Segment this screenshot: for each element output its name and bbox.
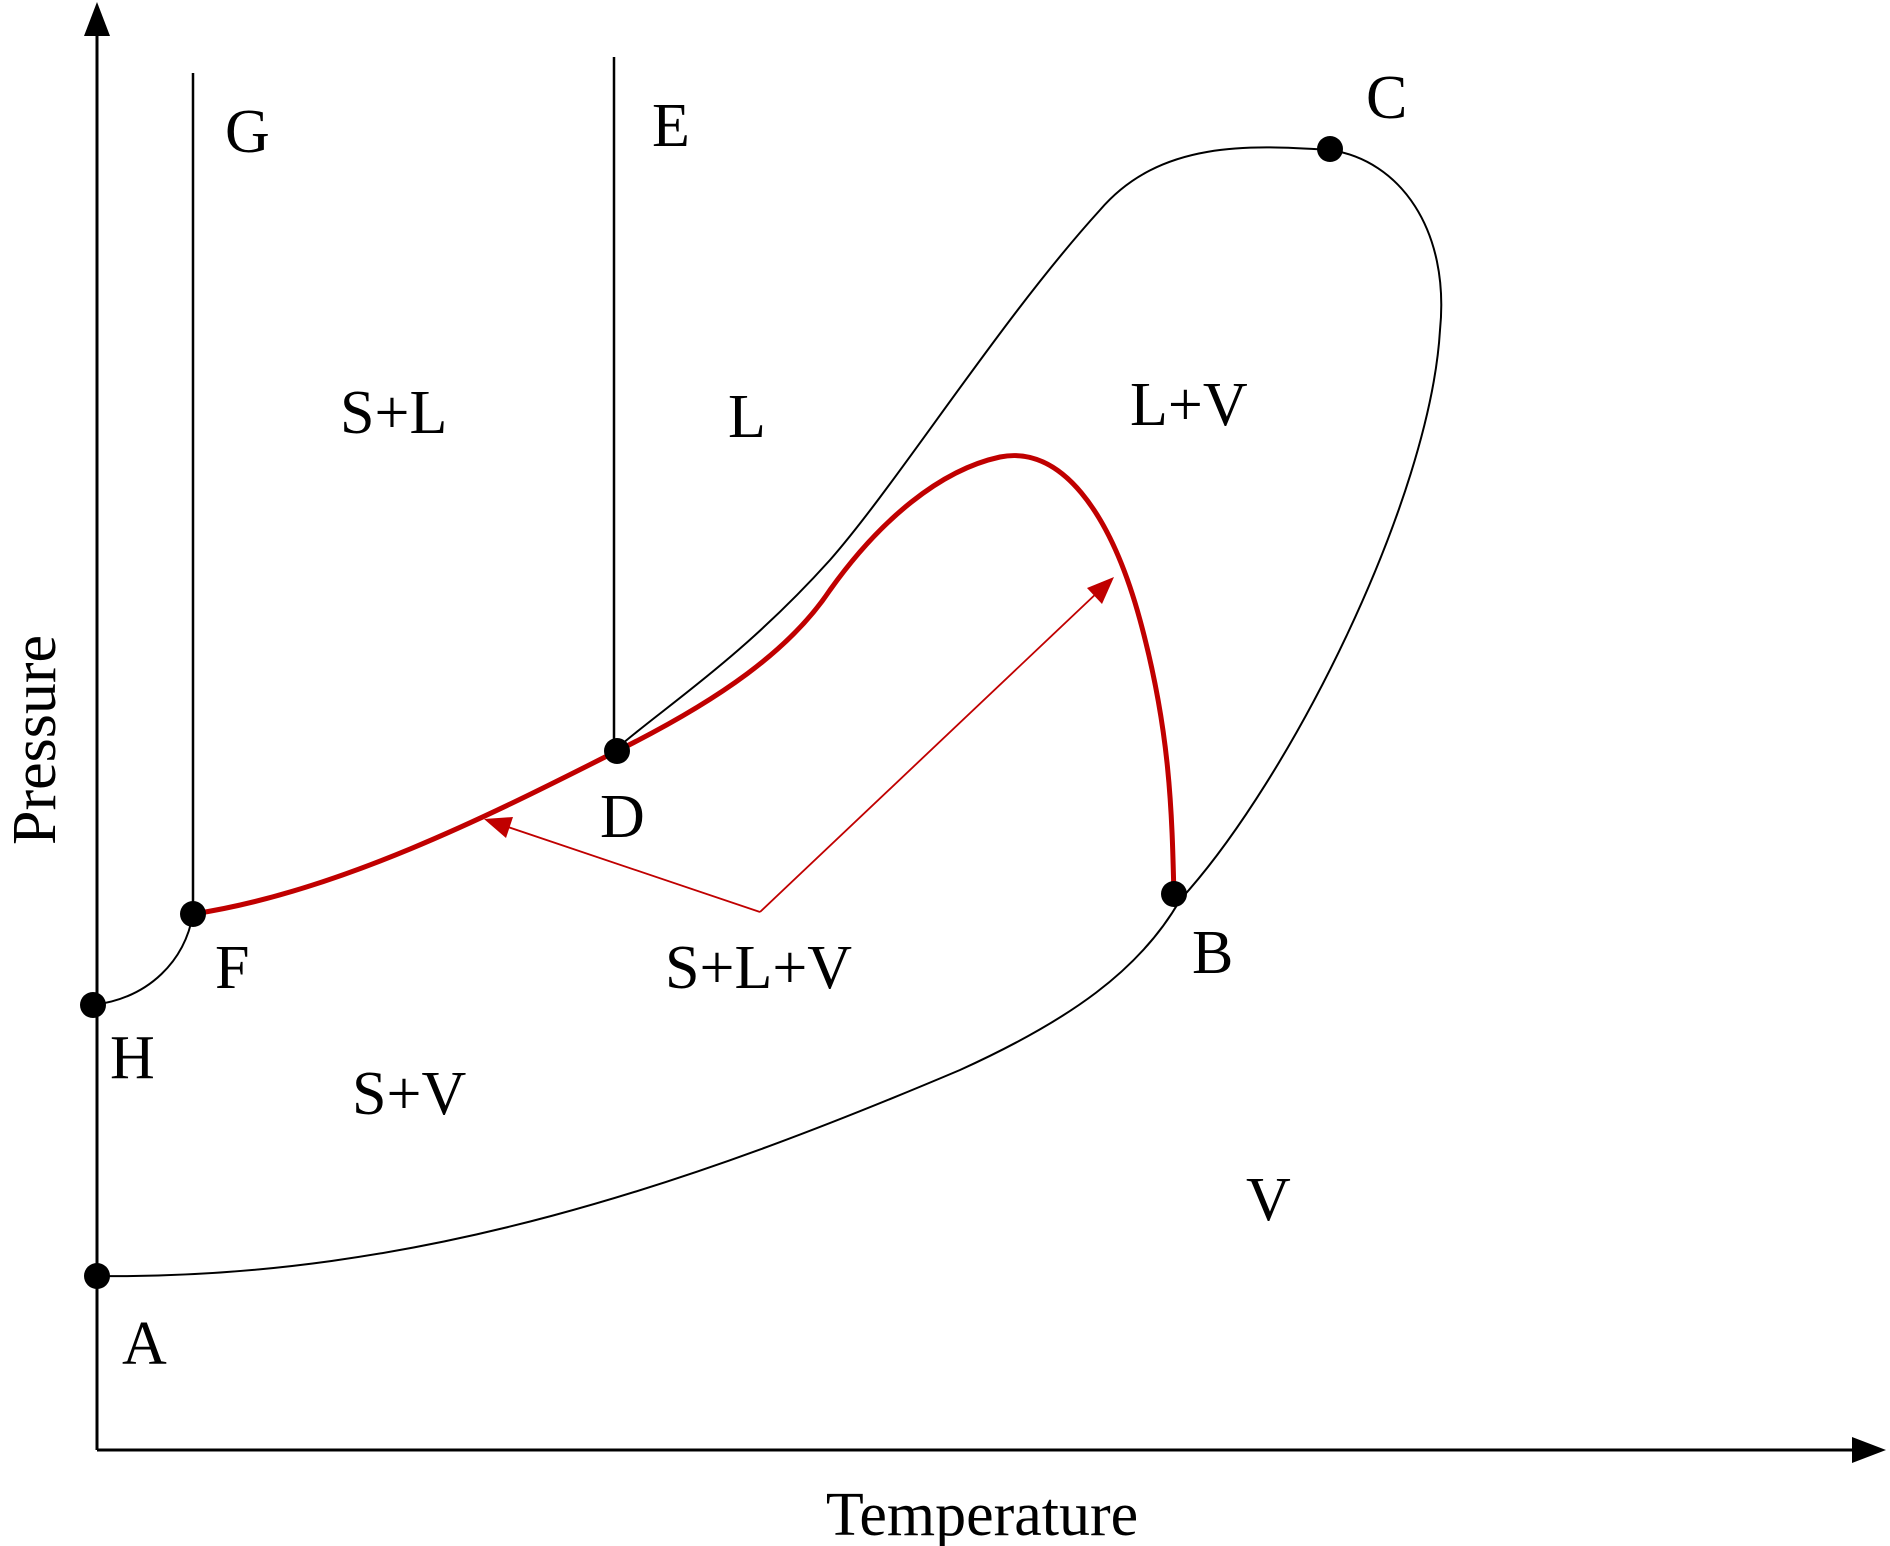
- point-label-d: D: [600, 783, 645, 851]
- annotation-arrow-right-line: [759, 589, 1101, 913]
- region-label-solid-liquid: S+L: [340, 379, 447, 447]
- point-d-marker: [604, 738, 630, 764]
- red-curve-f-d: [192, 749, 617, 917]
- point-label-b: B: [1192, 919, 1233, 987]
- point-label-c: C: [1366, 64, 1407, 132]
- point-label-a: A: [122, 1310, 167, 1378]
- annotation-arrows: [484, 577, 1114, 913]
- point-b-marker: [1161, 881, 1187, 907]
- point-c-marker: [1317, 136, 1343, 162]
- point-label-g: G: [225, 98, 270, 166]
- curve-h-f: [92, 913, 194, 1006]
- envelope-c-d: [614, 146, 1331, 751]
- point-h-marker: [80, 992, 106, 1018]
- point-label-f: F: [215, 934, 249, 1002]
- region-labels: S+L L L+V S+L+V S+V V: [340, 371, 1291, 1234]
- three-phase-boundary: [192, 453, 1177, 917]
- y-axis-arrowhead: [84, 2, 110, 36]
- x-axis-arrowhead: [1852, 1437, 1886, 1463]
- x-axis-title: Temperature: [826, 1481, 1138, 1546]
- envelope-b-c: [1179, 149, 1443, 901]
- axis-titles: Temperature Pressure: [1, 635, 1138, 1546]
- region-label-solid-liquid-vapor: S+L+V: [665, 934, 852, 1002]
- point-a-marker: [84, 1263, 110, 1289]
- point-f-marker: [180, 901, 206, 927]
- region-label-vapor: V: [1246, 1166, 1291, 1234]
- key-points: [80, 136, 1343, 1289]
- region-label-solid-vapor: S+V: [352, 1060, 466, 1128]
- annotation-arrow-left-line: [504, 825, 761, 913]
- point-label-h: H: [110, 1024, 155, 1092]
- y-axis-title: Pressure: [1, 635, 69, 845]
- point-labels: A H F D B C E G: [110, 64, 1407, 1378]
- region-label-liquid: L: [728, 383, 766, 451]
- phase-boundaries: [92, 57, 1443, 1278]
- sublimation-curve-a-b: [96, 899, 1181, 1278]
- annotation-arrow-right-head: [1087, 577, 1114, 604]
- point-label-e: E: [652, 92, 690, 160]
- annotation-arrow-left-head: [484, 817, 513, 838]
- red-curve-d-b: [613, 453, 1177, 899]
- region-label-liquid-vapor: L+V: [1130, 371, 1248, 439]
- axes: [84, 2, 1886, 1463]
